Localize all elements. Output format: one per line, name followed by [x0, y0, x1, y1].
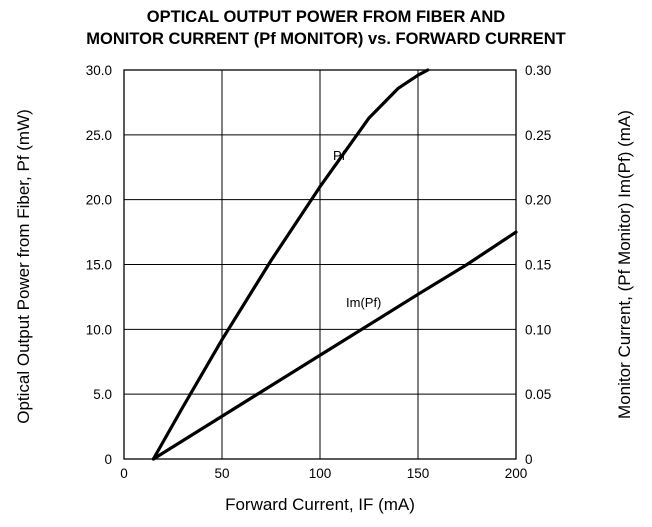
- y-tick-label-right: 0.15: [525, 258, 551, 273]
- curve-label: Pf: [333, 148, 346, 163]
- y-axis-label-right: Monitor Current, (Pf Monitor) Im(Pf) (mA…: [615, 110, 634, 419]
- y-tick-label-left: 25.0: [86, 128, 112, 143]
- y-tick-label-right: 0.20: [525, 193, 551, 208]
- grid-lines: [124, 70, 516, 459]
- x-axis-label: Forward Current, IF (mA): [225, 495, 415, 514]
- y-tick-label-left: 10.0: [86, 322, 112, 337]
- x-tick-label: 100: [309, 466, 332, 481]
- y-tick-label-right: 0.05: [525, 387, 551, 402]
- y-tick-label-right: 0.30: [525, 63, 551, 78]
- y-tick-label-left: 15.0: [86, 258, 112, 273]
- y-tick-label-right: 0.25: [525, 128, 551, 143]
- chart-title-line-1: OPTICAL OUTPUT POWER FROM FIBER AND: [146, 8, 506, 26]
- series-line-im-pf: [151, 230, 518, 461]
- chart-title-line-2: MONITOR CURRENT (Pf MONITOR) vs. FORWARD…: [86, 30, 566, 48]
- y-tick-label-right: 0: [525, 452, 533, 467]
- y-axis-label-left: Optical Output Power from Fiber, Pf (mW): [14, 109, 33, 424]
- x-tick-label: 0: [120, 466, 128, 481]
- curve-label: Im(Pf): [346, 295, 381, 310]
- y-tick-label-left: 20.0: [86, 193, 112, 208]
- y-tick-label-left: 30.0: [86, 63, 112, 78]
- curve-labels: Pf Im(Pf): [333, 148, 381, 310]
- x-tick-label: 150: [407, 466, 430, 481]
- x-tick-label: 200: [505, 466, 528, 481]
- series-lines: [151, 68, 518, 461]
- plot-frame: [123, 69, 517, 460]
- x-tick-label: 50: [214, 466, 229, 481]
- y-tick-label-left: 0: [104, 452, 112, 467]
- tick-labels: 0 50 100 150 20005.010.015.020.025.030.000.0…: [86, 63, 552, 481]
- y-tick-label-right: 0.10: [525, 322, 551, 337]
- series-line-pf: [151, 68, 430, 461]
- y-tick-label-left: 5.0: [93, 387, 112, 402]
